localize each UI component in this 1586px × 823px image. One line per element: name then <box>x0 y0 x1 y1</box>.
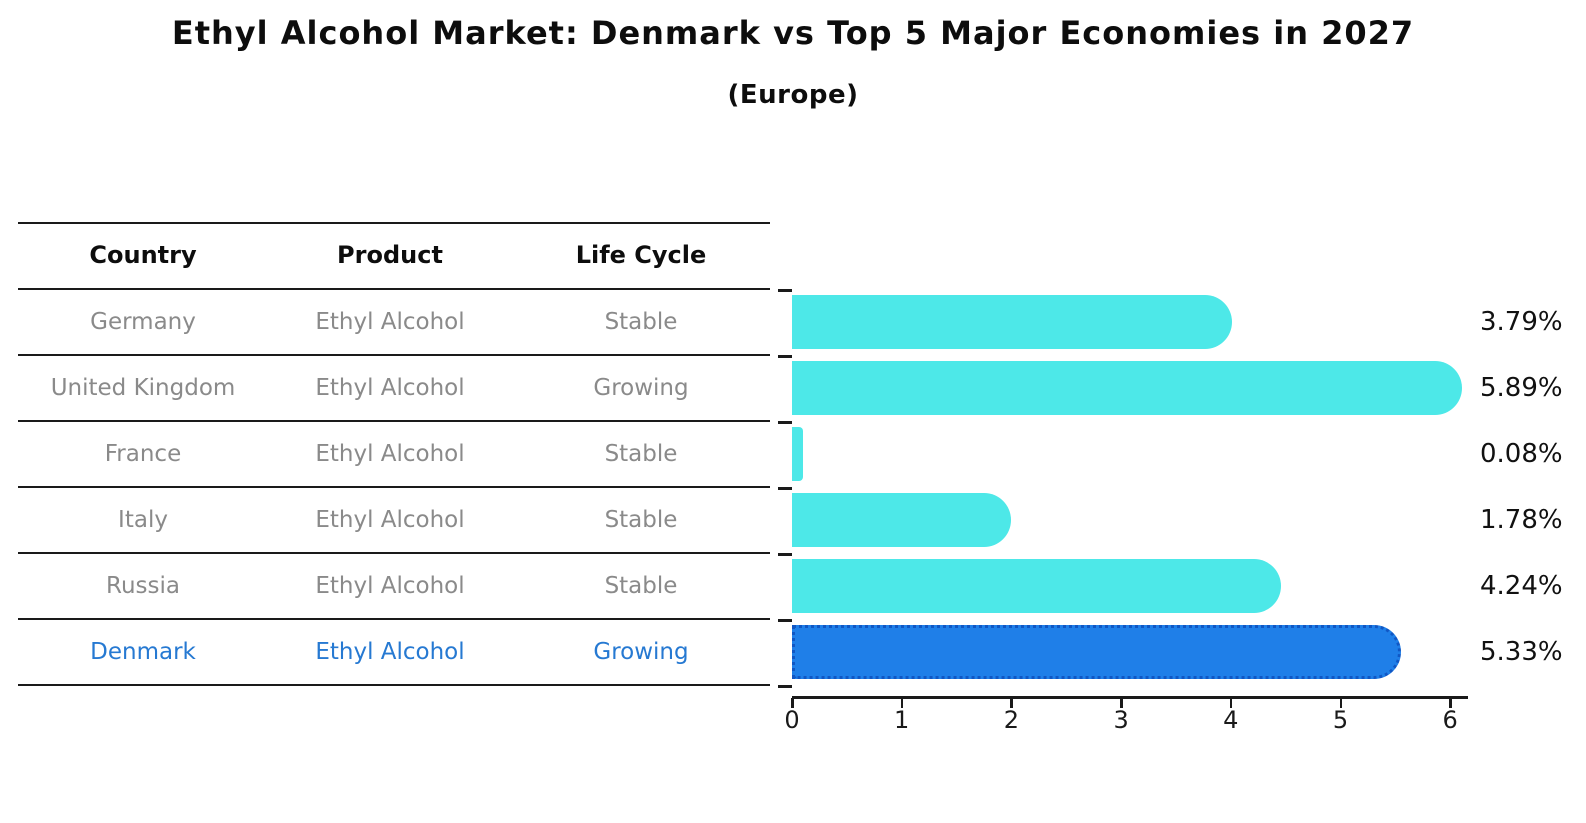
x-axis-tick <box>900 698 904 708</box>
table-rule <box>18 486 770 488</box>
bar-denmark <box>792 625 1401 679</box>
y-axis-tick <box>778 289 792 292</box>
table-cell-life-cycle: Growing <box>593 639 689 665</box>
table-rule <box>18 222 770 224</box>
table-rule <box>18 684 770 686</box>
y-axis-tick <box>778 487 792 490</box>
x-axis-tick-label: 4 <box>1223 706 1239 734</box>
table-header-product: Product <box>337 241 443 269</box>
table-cell-product: Ethyl Alcohol <box>315 573 465 599</box>
x-axis-line <box>792 696 1468 699</box>
table-cell-product: Ethyl Alcohol <box>315 507 465 533</box>
table-cell-life-cycle: Stable <box>604 441 678 467</box>
x-axis-tick-label: 0 <box>784 706 800 734</box>
bar-russia <box>792 559 1282 613</box>
x-axis-tick <box>791 698 794 708</box>
y-axis-tick <box>778 553 792 556</box>
x-axis-tick <box>1449 698 1452 708</box>
bar-united-kingdom <box>792 361 1463 415</box>
x-axis-tick-label: 5 <box>1332 706 1349 734</box>
table-cell-country: United Kingdom <box>50 375 236 401</box>
bar-france <box>792 427 803 481</box>
table-cell-life-cycle: Growing <box>593 375 689 401</box>
value-label: 1.78% <box>1480 505 1563 535</box>
y-axis-tick <box>778 685 792 688</box>
value-label: 3.79% <box>1480 307 1563 337</box>
table-cell-country: France <box>104 441 182 467</box>
x-axis-tick-label: 2 <box>1003 706 1020 734</box>
y-axis-tick <box>778 421 792 424</box>
x-axis-tick-label: 3 <box>1113 706 1129 734</box>
chart-title: Ethyl Alcohol Market: Denmark vs Top 5 M… <box>171 14 1415 52</box>
y-axis-tick <box>778 619 792 622</box>
x-axis-tick-label: 6 <box>1442 706 1458 734</box>
value-label: 5.33% <box>1480 637 1563 667</box>
table-cell-country: Italy <box>118 507 168 533</box>
table-cell-country: Russia <box>106 573 180 599</box>
x-axis-tick <box>1120 698 1123 708</box>
table-rule <box>18 552 770 554</box>
table-cell-product: Ethyl Alcohol <box>315 375 465 401</box>
table-cell-country: Denmark <box>90 639 196 665</box>
table-header-life-cycle: Life Cycle <box>575 241 707 269</box>
table-cell-product: Ethyl Alcohol <box>315 309 465 335</box>
table-rule <box>18 420 770 422</box>
chart-subtitle: (Europe) <box>727 80 859 110</box>
table-rule <box>18 354 770 356</box>
y-axis-tick <box>778 355 792 358</box>
table-header-country: Country <box>89 241 197 269</box>
x-axis-tick <box>1229 698 1233 708</box>
table-cell-product: Ethyl Alcohol <box>315 441 465 467</box>
value-label: 5.89% <box>1480 373 1563 403</box>
bar-germany <box>792 295 1232 349</box>
table-rule <box>18 288 770 290</box>
table-cell-country: Germany <box>90 309 196 335</box>
value-label: 0.08% <box>1480 439 1563 469</box>
table-cell-life-cycle: Stable <box>604 309 678 335</box>
table-cell-product: Ethyl Alcohol <box>315 639 465 665</box>
table-cell-life-cycle: Stable <box>604 507 678 533</box>
bar-italy <box>792 493 1012 547</box>
table-rule <box>18 618 770 620</box>
x-axis-tick <box>1339 698 1342 708</box>
table-cell-life-cycle: Stable <box>604 573 678 599</box>
value-label: 4.24% <box>1480 571 1563 601</box>
x-axis-tick-label: 1 <box>894 706 910 734</box>
x-axis-tick <box>1010 698 1013 708</box>
